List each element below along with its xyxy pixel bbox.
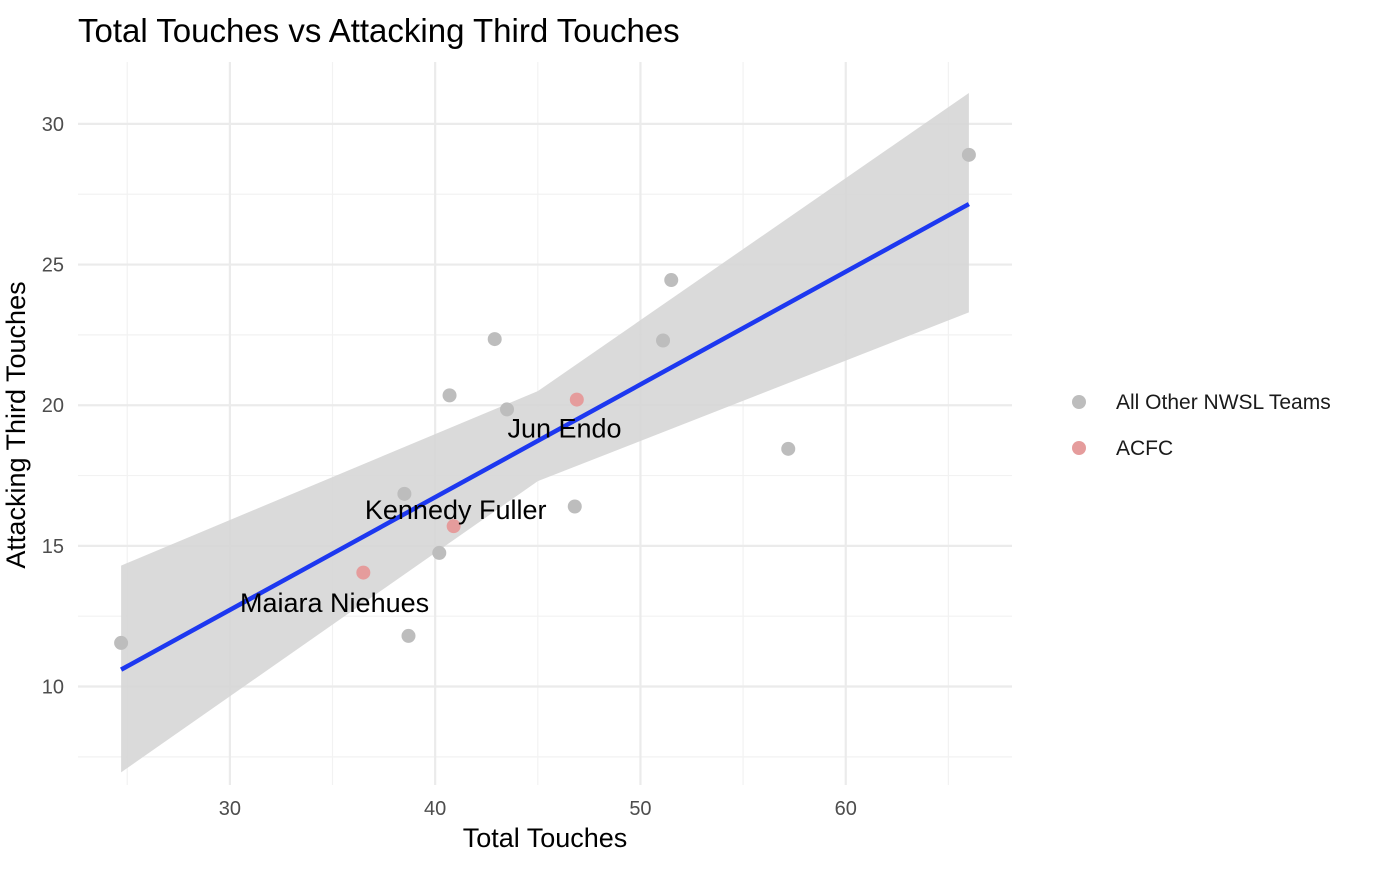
- point-other-teams: [487, 332, 502, 347]
- point-other-teams: [397, 486, 412, 501]
- confidence-band-layer: [121, 92, 969, 773]
- point-other-teams: [401, 628, 416, 643]
- y-axis-title: Attacking Third Touches: [1, 281, 31, 568]
- y-tick-label: 30: [42, 114, 64, 136]
- chart-title: Total Touches vs Attacking Third Touches: [78, 12, 680, 49]
- point-other-teams: [432, 545, 447, 560]
- y-tick-label: 20: [42, 395, 64, 417]
- point-other-teams: [114, 635, 129, 650]
- x-tick-label: 50: [629, 798, 651, 820]
- y-tick-label: 25: [42, 255, 64, 277]
- point-label: Kennedy Fuller: [365, 495, 547, 525]
- y-tick-label: 10: [42, 677, 64, 699]
- legend-label: All Other NWSL Teams: [1116, 391, 1331, 414]
- trend-line: [120, 202, 970, 672]
- legend: All Other NWSL Teams ACFC: [1072, 391, 1331, 460]
- legend-label: ACFC: [1116, 437, 1173, 460]
- trend-line-layer: [120, 202, 970, 672]
- point-other-teams: [664, 273, 679, 288]
- point-other-teams: [567, 499, 582, 514]
- legend-key: [1072, 395, 1086, 409]
- point-acfc: [356, 565, 371, 580]
- point-other-teams: [442, 388, 457, 403]
- confidence-band: [121, 92, 969, 773]
- point-other-teams: [961, 147, 976, 162]
- x-axis-title: Total Touches: [463, 823, 628, 853]
- point-label: Jun Endo: [507, 414, 621, 444]
- y-tick-label: 15: [42, 536, 64, 558]
- x-tick-label: 40: [424, 798, 446, 820]
- point-labels-layer: Jun Endo Kennedy Fuller Maiara Niehues: [240, 414, 622, 618]
- point-other-teams: [500, 402, 515, 417]
- point-other-teams: [781, 441, 796, 456]
- legend-key: [1072, 441, 1086, 455]
- point-acfc: [446, 519, 461, 534]
- x-tick-label: 60: [835, 798, 857, 820]
- point-label: Maiara Niehues: [240, 588, 429, 618]
- point-acfc: [569, 392, 584, 407]
- x-tick-label: 30: [219, 798, 241, 820]
- point-other-teams: [656, 333, 671, 348]
- points-layer: [114, 147, 976, 650]
- tick-labels-layer: 30 40 50 60 10 15 20 25 30: [42, 114, 857, 820]
